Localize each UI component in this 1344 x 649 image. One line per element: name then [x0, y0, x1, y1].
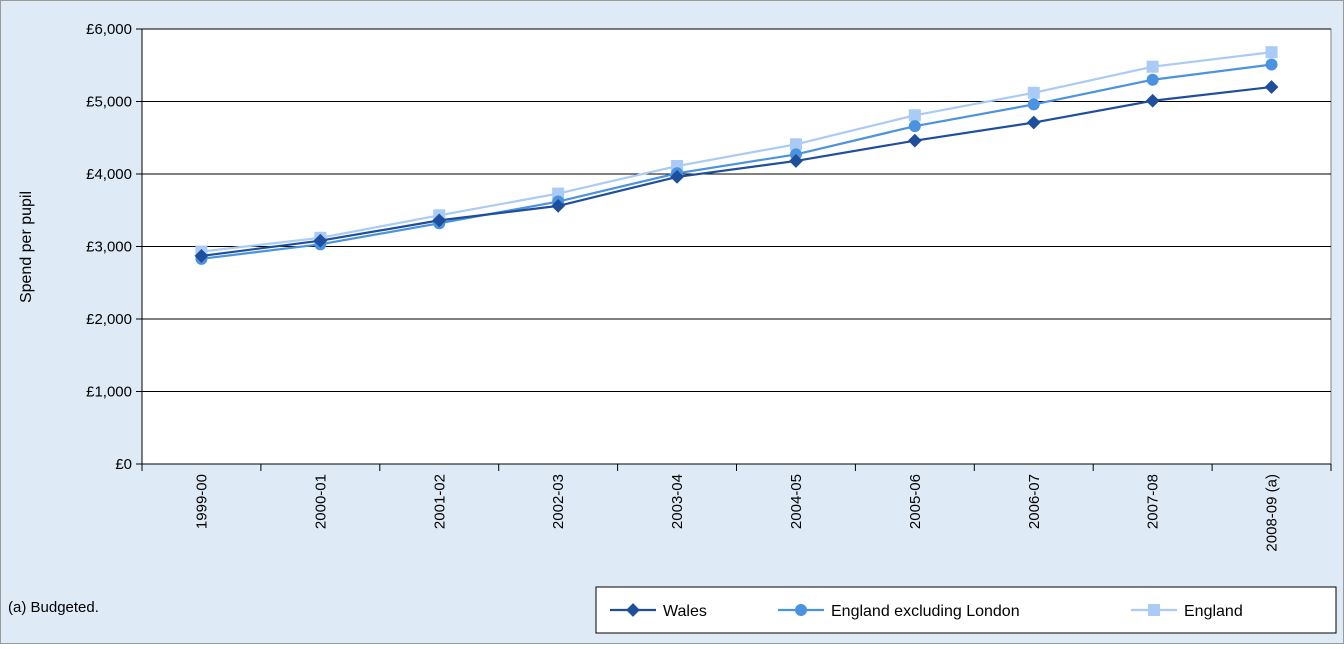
x-tick-label: 2001-02 — [431, 474, 448, 529]
footnote: (a) Budgeted. — [8, 599, 99, 616]
data-point — [1146, 73, 1159, 86]
data-point — [551, 199, 566, 213]
data-point — [432, 213, 447, 228]
series-line — [201, 85, 1272, 258]
series-line — [201, 63, 1272, 260]
x-tick-label: 2003-04 — [669, 474, 686, 529]
x-tick-label: 1999-00 — [193, 474, 210, 529]
legend-item: England excluding London — [778, 603, 1020, 620]
data-point — [1264, 80, 1279, 94]
x-tick-label: 2002-03 — [550, 474, 567, 529]
data-point — [194, 249, 209, 263]
legend-marker — [1148, 604, 1160, 616]
y-tick-label: £6,000 — [86, 21, 132, 38]
legend-item: England — [1131, 603, 1243, 620]
series-lines — [194, 46, 1279, 265]
data-point — [1146, 60, 1159, 73]
x-tick-label: 2004-05 — [788, 474, 805, 529]
data-point — [1027, 98, 1040, 111]
data-point — [1265, 58, 1278, 71]
legend-label: England excluding London — [831, 603, 1020, 620]
legend-marker — [795, 604, 807, 616]
y-tick-label: £1,000 — [86, 384, 132, 401]
data-point — [908, 109, 921, 122]
y-tick-label: £4,000 — [86, 166, 132, 183]
data-point — [1027, 86, 1040, 99]
x-tick-label: 2000-01 — [312, 474, 329, 529]
data-point — [1145, 93, 1160, 108]
gridlines — [142, 28, 1331, 392]
x-tick-label: 2005-06 — [907, 474, 924, 529]
legend-label: England — [1184, 603, 1243, 620]
data-point — [670, 170, 684, 184]
y-tick-label: £2,000 — [86, 311, 132, 328]
series-wales — [194, 80, 1279, 263]
series-line — [201, 51, 1272, 253]
axes: £0 £1,000 £2,000 £3,000 £4,000 £5,000 £6,000 19… — [86, 21, 1332, 552]
data-point — [313, 233, 328, 248]
data-point — [1026, 115, 1041, 130]
legend: Wales England excluding London England — [595, 586, 1337, 634]
data-point — [1265, 46, 1278, 59]
x-tick-label: 2008-09 (a) — [1264, 474, 1281, 552]
data-point — [908, 120, 921, 133]
data-point — [789, 154, 803, 168]
data-point — [907, 133, 922, 148]
y-tick-label: £0 — [115, 456, 132, 473]
y-axis-title: Spend per pupil — [18, 191, 35, 303]
legend-label: Wales — [663, 603, 707, 620]
legend-marker — [626, 603, 640, 617]
x-tick-label: 2006-07 — [1026, 474, 1043, 529]
x-tick-label: 2007-08 — [1145, 474, 1162, 529]
legend-item: Wales — [610, 603, 707, 620]
data-point — [789, 138, 802, 151]
y-tick-label: £3,000 — [86, 239, 132, 256]
y-tick-label: £5,000 — [86, 94, 132, 111]
legend-box — [595, 586, 1337, 634]
